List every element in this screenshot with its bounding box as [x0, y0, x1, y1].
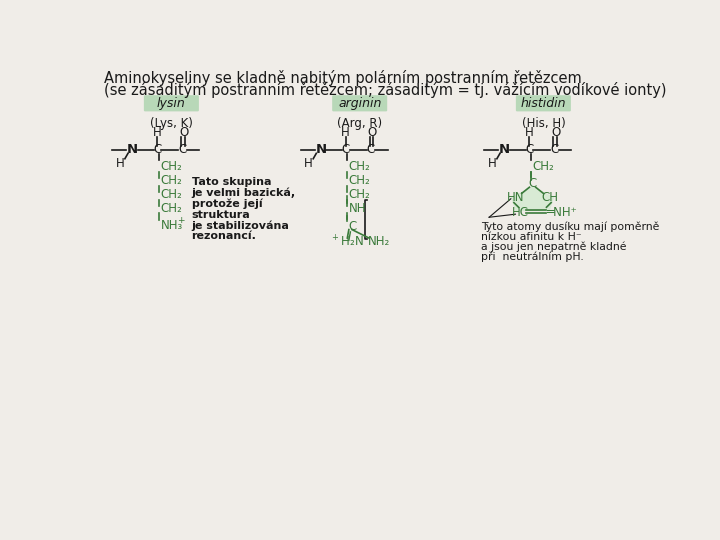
Text: NH: NH	[349, 201, 366, 214]
Text: H: H	[116, 157, 125, 170]
Text: H: H	[488, 157, 497, 170]
FancyBboxPatch shape	[332, 95, 387, 111]
FancyBboxPatch shape	[516, 95, 571, 111]
Text: struktura: struktura	[192, 210, 251, 220]
Polygon shape	[510, 186, 554, 211]
Text: C: C	[366, 143, 374, 156]
Text: C: C	[550, 143, 558, 156]
Text: O: O	[179, 126, 189, 139]
Text: NH₃: NH₃	[161, 219, 183, 232]
Text: CH₂: CH₂	[161, 188, 182, 201]
Text: $^+$H₂N: $^+$H₂N	[330, 234, 364, 249]
Text: CH₂: CH₂	[533, 160, 554, 173]
Text: (His, H): (His, H)	[521, 117, 565, 130]
Text: CH₂: CH₂	[161, 174, 182, 187]
Text: CH₂: CH₂	[349, 174, 371, 187]
Text: lysin: lysin	[157, 97, 186, 110]
Text: (Lys, K): (Lys, K)	[150, 117, 193, 130]
Text: Tato skupina: Tato skupina	[192, 177, 271, 187]
Text: CH₂: CH₂	[161, 160, 182, 173]
Text: C: C	[349, 220, 357, 233]
Text: (se zásaditým postranním řetězcem; zásaditým = tj. vážícím vodíkové ionty): (se zásaditým postranním řetězcem; zásad…	[104, 82, 667, 98]
Text: H: H	[525, 126, 534, 139]
Text: histidin: histidin	[521, 97, 566, 110]
Text: H: H	[153, 126, 162, 139]
Text: H: H	[304, 157, 313, 170]
Text: O: O	[367, 126, 377, 139]
Text: O: O	[551, 126, 560, 139]
Text: je velmi bazická,: je velmi bazická,	[192, 188, 296, 199]
Text: Aminokyseliny se kladně nabitým polárním postranním řetězcem: Aminokyseliny se kladně nabitým polárním…	[104, 70, 582, 86]
Text: C: C	[341, 143, 350, 156]
Text: +: +	[178, 216, 185, 225]
Text: HN: HN	[507, 191, 524, 204]
Text: CH₂: CH₂	[349, 160, 371, 173]
Text: C: C	[153, 143, 161, 156]
Text: Tyto atomy dusíku mají poměrně: Tyto atomy dusíku mají poměrně	[482, 222, 660, 232]
Text: při  neutrálním pH.: při neutrálním pH.	[482, 252, 584, 262]
Text: C: C	[526, 143, 534, 156]
Text: HC: HC	[512, 206, 528, 219]
Text: N: N	[315, 143, 326, 156]
Text: protože její: protože její	[192, 199, 262, 210]
Text: (Arg, R): (Arg, R)	[337, 117, 382, 130]
Text: ═NH⁺: ═NH⁺	[546, 206, 577, 219]
Text: CH₂: CH₂	[161, 201, 182, 214]
Text: je stabilizována: je stabilizována	[192, 220, 289, 231]
FancyBboxPatch shape	[144, 95, 199, 111]
Text: rezonancí.: rezonancí.	[192, 231, 256, 241]
Text: CH₂: CH₂	[349, 188, 371, 201]
Text: N: N	[127, 143, 138, 156]
Text: arginin: arginin	[338, 97, 382, 110]
Text: H: H	[341, 126, 350, 139]
Text: CH: CH	[541, 191, 558, 204]
Text: N: N	[499, 143, 510, 156]
Text: nízkou afinitu k H⁻: nízkou afinitu k H⁻	[482, 232, 582, 242]
Text: a jsou jen nepatrně kladné: a jsou jen nepatrně kladné	[482, 242, 627, 252]
Text: C: C	[178, 143, 186, 156]
Text: C: C	[528, 177, 536, 190]
Text: NH₂: NH₂	[367, 235, 390, 248]
